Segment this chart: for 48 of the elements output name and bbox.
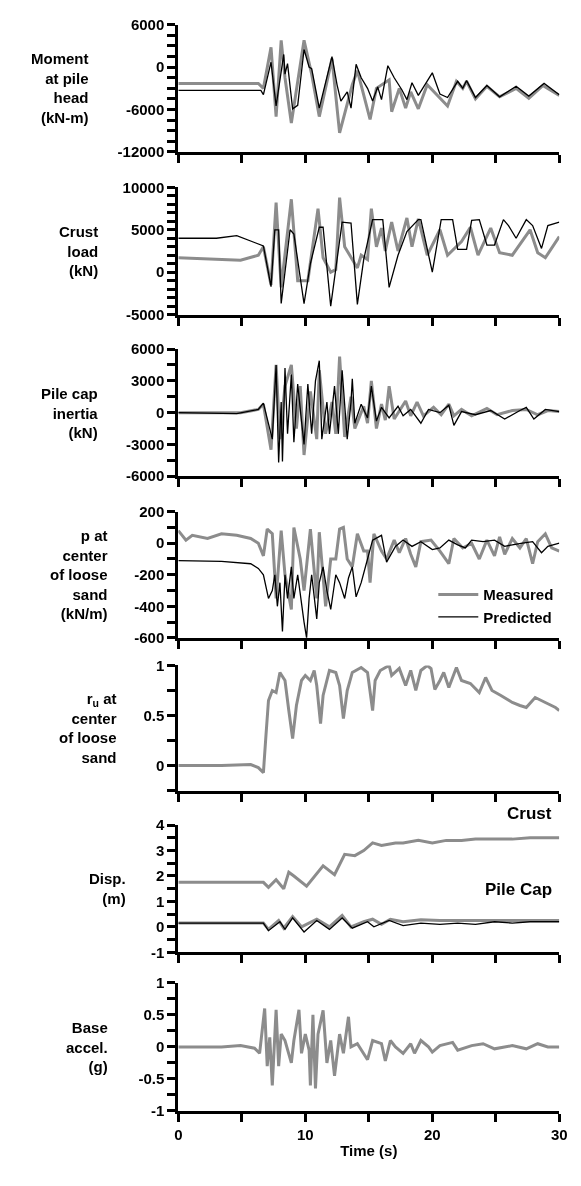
- y-tick-label: 0: [155, 918, 165, 936]
- y-tick-label: 4: [155, 816, 165, 834]
- y-tick-label: -5000: [125, 305, 165, 323]
- y-tick-label: 3: [155, 841, 165, 859]
- text: Crust: [507, 804, 552, 823]
- y-axis-title: Pile cap inertia (kN): [41, 385, 99, 441]
- y-tick-label: 3000: [130, 372, 165, 390]
- y-tick-label: -6000: [125, 100, 165, 118]
- y-tick-label: 0: [155, 58, 165, 76]
- y-tick-label: 1: [155, 656, 165, 674]
- x-tick-label: 30: [550, 1125, 568, 1143]
- y-tick-label: 0.5: [143, 706, 165, 724]
- y-tick-label: -400: [134, 597, 165, 615]
- y-tick-label: 0: [155, 1038, 165, 1056]
- y-tick-label: 0: [155, 403, 165, 421]
- y-tick-label: 200: [139, 502, 165, 520]
- y-tick-label: 1: [155, 892, 165, 910]
- x-tick-label: 0: [174, 1125, 183, 1143]
- y-tick-label: -12000: [117, 143, 165, 161]
- y-axis-title: p at center of loose sand (kN/m): [50, 527, 108, 622]
- y-tick-label: 10000: [122, 178, 165, 196]
- y-tick-label: 0: [155, 263, 165, 281]
- y-tick-label: -3000: [125, 435, 165, 453]
- y-tick-label: -1: [150, 1102, 165, 1120]
- y-tick-label: 2: [155, 867, 165, 885]
- x-axis-title: Time (s): [340, 1141, 398, 1159]
- y-tick-label: 1: [155, 974, 165, 992]
- legend-label: Predicted: [483, 608, 552, 626]
- y-tick-label: -0.5: [138, 1070, 165, 1088]
- y-axis-title: Disp. (m): [89, 870, 126, 907]
- y-tick-label: 6000: [130, 340, 165, 358]
- y-axis-title: Crust load (kN): [59, 223, 99, 279]
- y-tick-label: -6000: [125, 467, 165, 485]
- y-tick-label: -1: [150, 943, 165, 961]
- legend-label: Measured: [483, 586, 554, 604]
- y-tick-label: 6000: [130, 16, 165, 34]
- y-tick-label: 0: [155, 756, 165, 774]
- x-tick-label: 10: [296, 1125, 314, 1143]
- y-tick-label: 0.5: [143, 1006, 165, 1024]
- y-tick-label: 5000: [130, 221, 165, 239]
- y-tick-label: -200: [134, 566, 165, 584]
- y-axis-title: Moment at pile head (kN-m): [31, 50, 89, 126]
- y-tick-label: -600: [134, 629, 165, 647]
- x-tick-label: 20: [423, 1125, 441, 1143]
- annotation: Pile Cap: [485, 880, 553, 899]
- y-axis-title: Base accel. (g): [66, 1019, 108, 1075]
- y-tick-label: 0: [155, 534, 165, 552]
- y-axis-title: r$_{u}$ at center of loose sand: [59, 690, 117, 766]
